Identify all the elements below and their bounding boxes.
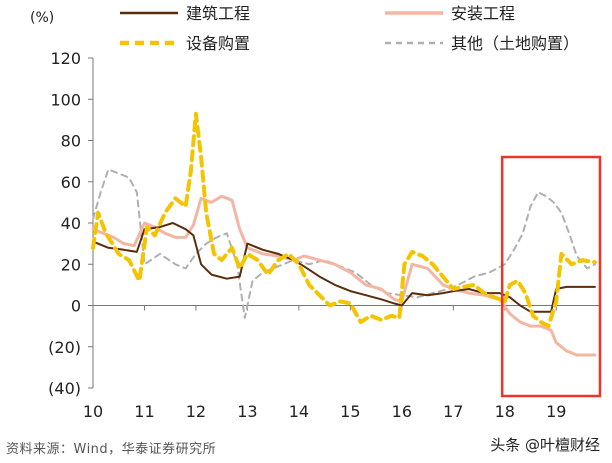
x-tick-label: 15	[340, 402, 360, 421]
x-tick-label: 17	[443, 402, 463, 421]
annotation-layer	[500, 155, 602, 398]
legend-label-3: 设备购置	[186, 34, 250, 53]
source-note: 资料来源：Wind，华泰证券研究所	[6, 442, 217, 457]
x-tick-label: 18	[495, 402, 515, 421]
series-line-1	[92, 222, 596, 313]
y-tick-label: 100	[50, 90, 81, 109]
y-tick-label: 0	[71, 297, 81, 316]
y-tick-label: (20)	[48, 338, 81, 357]
x-tick-label: 12	[186, 402, 206, 421]
x-tick-label: 13	[237, 402, 257, 421]
highlight-box	[500, 155, 602, 398]
series-layer	[91, 111, 597, 357]
y-tick-label: (40)	[48, 379, 81, 398]
legend-label-2: 安装工程	[451, 4, 515, 23]
series-line-3	[91, 111, 597, 329]
x-axis: 10 11 12 13 14 15 16 17 18 19	[83, 305, 600, 421]
series-line-2	[91, 194, 597, 357]
x-tick-label: 16	[392, 402, 412, 421]
x-tick-label: 14	[289, 402, 309, 421]
y-tick-label: 60	[61, 173, 81, 192]
y-tick-label: 80	[61, 132, 81, 151]
x-tick-label: 10	[83, 402, 103, 421]
y-tick-label: 20	[61, 255, 81, 274]
watermark: 头条 @叶檀财经	[490, 436, 600, 454]
series-line-4	[92, 168, 596, 319]
legend-label-1: 建筑工程	[186, 4, 250, 23]
y-tick-label: 120	[50, 49, 81, 68]
legend-label-4: 其他（土地购置）	[451, 34, 579, 53]
x-tick-label: 19	[546, 402, 566, 421]
x-tick-label: 11	[134, 402, 154, 421]
y-axis: 120 100 80 60 40 20 0 (20) (40)	[48, 49, 94, 398]
y-tick-label: 40	[61, 214, 81, 233]
y-axis-label: (%)	[30, 10, 54, 26]
